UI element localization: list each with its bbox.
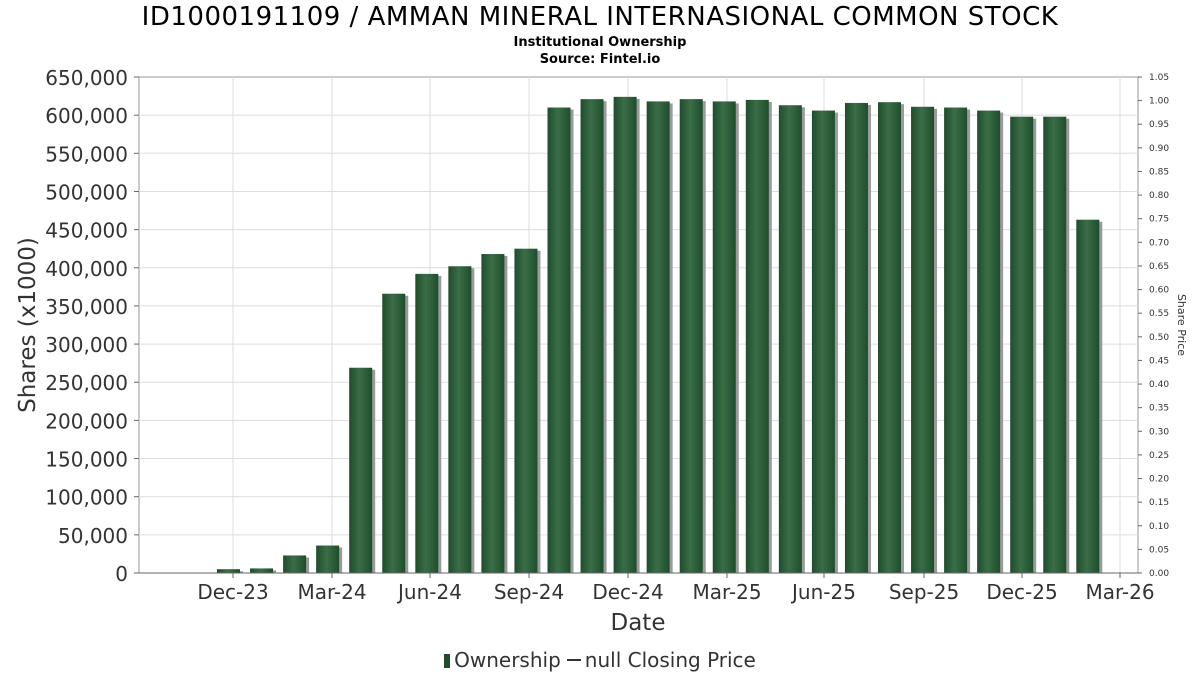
legend-price-label: null Closing Price [584,648,756,672]
ownership-legend-swatch [444,654,451,668]
chart-legend: Ownership null Closing Price [0,648,1200,672]
y2-tick-label: 0.90 [1149,144,1169,154]
ownership-bar [547,107,571,574]
y2-tick-label: 0.00 [1149,569,1169,579]
ownership-bar [349,367,373,573]
ownership-bar [778,105,802,573]
y2-tick-label: 0.80 [1149,191,1169,201]
y2-tick-label: 0.35 [1149,404,1169,414]
ownership-bar [745,99,769,574]
y2-tick-label: 0.75 [1149,215,1169,225]
x-tick-label: Jun-24 [396,580,462,604]
y2-tick-label: 0.20 [1149,475,1169,485]
y-axis-title: Shares (x1000) [15,237,41,413]
y-tick-label: 150,000 [45,448,128,472]
y2-tick-label: 0.45 [1149,356,1169,366]
ownership-bar [1076,219,1100,574]
x-tick-label: Dec-23 [197,580,268,604]
y-tick-label: 550,000 [45,142,128,166]
y2-tick-label: 0.05 [1149,545,1169,555]
x-tick-label: Dec-25 [986,580,1057,604]
y-tick-label: 500,000 [45,180,128,204]
ownership-bar [382,293,406,573]
y-tick-label: 450,000 [45,219,128,243]
ownership-bar [415,273,439,573]
y2-tick-label: 1.00 [1149,97,1169,107]
ownership-bar [250,568,274,573]
chart-title: ID1000191109 / AMMAN MINERAL INTERNASION… [141,2,1059,32]
y2-tick-label: 0.70 [1149,238,1169,248]
ownership-bar [448,266,472,573]
chart-source: Source: Fintel.io [539,52,661,67]
ownership-bar [679,99,703,573]
ownership-bar [1043,116,1067,574]
y2-tick-label: 0.30 [1149,427,1169,437]
y-tick-label: 650,000 [45,66,128,90]
x-tick-label: Mar-26 [1085,580,1154,604]
y2-tick-label: 0.60 [1149,286,1169,296]
y2-tick-label: 0.25 [1149,451,1169,461]
ownership-bar [911,106,935,573]
ownership-bar [613,96,637,573]
ownership-bar [580,99,604,573]
y2-tick-label: 0.85 [1149,167,1169,177]
y-tick-label: 600,000 [45,104,128,128]
ownership-bar [878,102,901,573]
ownership-bar [283,555,307,573]
ownership-bar [844,102,868,574]
x-tick-label: Mar-25 [692,580,761,604]
y2-tick-label: 1.05 [1149,73,1169,83]
x-tick-label: Sep-24 [494,580,564,604]
ownership-chart: 0 50,000 100,000 150,000 200,000 250,000 300,0… [15,66,1188,636]
y-tick-label: 400,000 [45,257,128,281]
chart-subtitle: Institutional Ownership [513,35,687,50]
ownership-bar [1010,116,1034,574]
legend-ownership-label: Ownership [454,648,561,672]
x-tick-label: Sep-25 [889,580,959,604]
y-tick-label: 300,000 [45,333,128,357]
ownership-bar [811,110,835,574]
x-axis-title: Date [611,610,666,636]
y-tick-label: 200,000 [45,409,128,433]
y2-tick-label: 0.15 [1149,498,1169,508]
y-tick-label: 50,000 [58,524,128,548]
y2-tick-label: 0.10 [1149,522,1169,532]
x-tick-label: Mar-24 [297,580,366,604]
ownership-bar [481,254,505,573]
x-tick-label: Dec-24 [592,580,663,604]
y-tick-label: 100,000 [45,486,128,510]
y-tick-label: 350,000 [45,295,128,319]
ownership-bar [514,248,538,573]
y2-tick-label: 0.55 [1149,309,1169,319]
ownership-bar [316,545,340,573]
y-tick-label: 250,000 [45,371,128,395]
price-legend-swatch [566,659,581,661]
y2-axis-title: Share Price [1175,294,1188,356]
y2-tick-label: 0.95 [1149,120,1169,130]
ownership-bar [977,110,1001,574]
ownership-bar [217,569,240,573]
y-tick-label: 0 [115,562,128,586]
y2-tick-label: 0.65 [1149,262,1169,272]
ownership-bar [646,101,670,574]
y2-tick-label: 0.40 [1149,380,1169,390]
ownership-bar [712,101,736,574]
y2-tick-label: 0.50 [1149,333,1169,343]
x-tick-label: Jun-25 [790,580,856,604]
ownership-bar [944,107,968,574]
